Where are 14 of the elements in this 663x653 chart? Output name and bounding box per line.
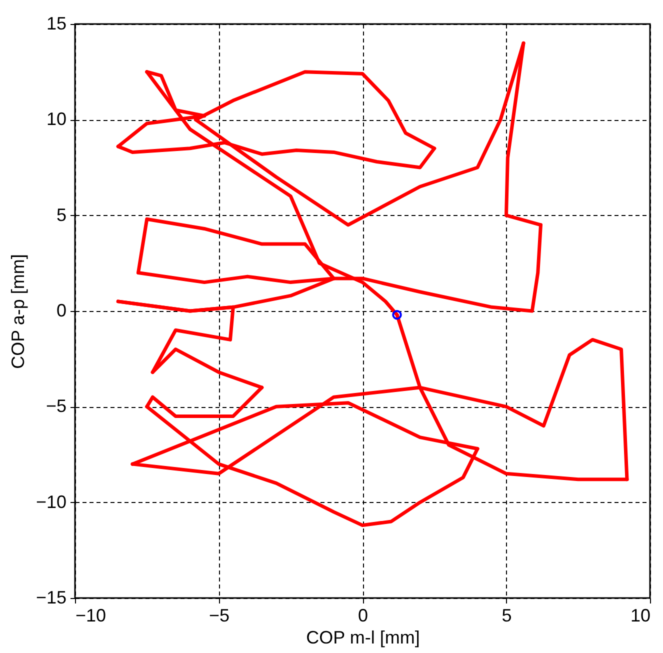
x-tick-label: −5: [208, 606, 230, 626]
x-axis-title: COP m-l [mm]: [306, 628, 420, 648]
x-tick-label: 0: [358, 606, 368, 626]
y-tick-label: −10: [36, 492, 66, 512]
y-tick-label: 5: [56, 204, 66, 225]
x-tick-label: −10: [76, 606, 106, 626]
x-tick-label: 10: [630, 606, 650, 626]
y-tick-label: 15: [46, 14, 66, 34]
x-tick-label: 5: [502, 606, 512, 626]
y-tick-label: 0: [56, 300, 66, 320]
y-axis-title: COP a-p [mm]: [8, 254, 28, 369]
y-tick-label: −5: [46, 396, 66, 416]
y-tick-label: −15: [36, 588, 66, 608]
y-tick-label: 10: [46, 109, 66, 130]
